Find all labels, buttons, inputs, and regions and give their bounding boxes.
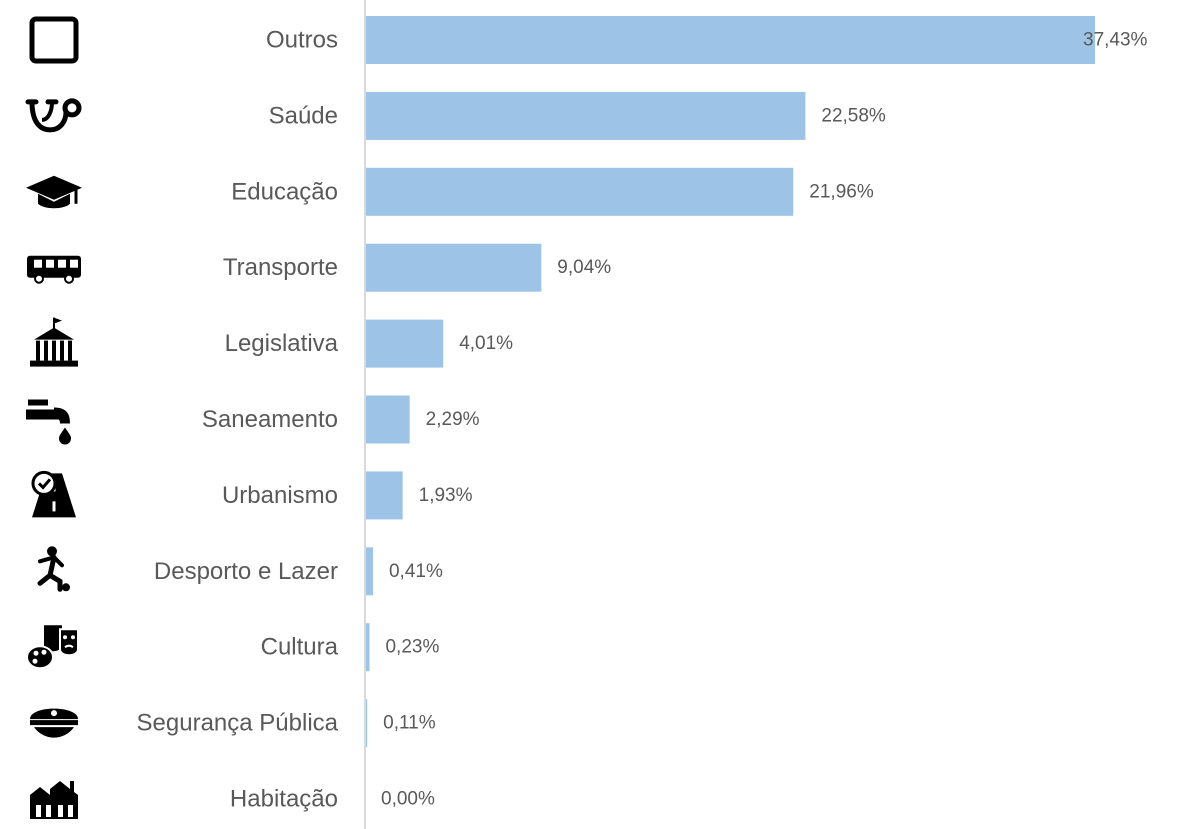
bars	[365, 16, 1095, 748]
value-label: 0,00%	[381, 789, 435, 810]
category-label: Educação	[231, 178, 338, 205]
value-label: 1,93%	[419, 485, 473, 506]
category-label: Legislativa	[225, 330, 339, 357]
category-label: Saneamento	[202, 406, 338, 433]
category-label: Transporte	[223, 254, 338, 281]
category-label: Cultura	[261, 634, 339, 661]
bar	[365, 471, 403, 520]
category-label: Habitação	[230, 786, 338, 813]
value-labels: 37,43% 22,58% 21,96% 9,04% 4,01% 2,29% 1,93% 0,…	[381, 30, 1148, 810]
value-label: 21,96%	[809, 181, 874, 202]
road-check-icon	[31, 470, 76, 518]
bar	[365, 167, 794, 216]
bar	[365, 319, 444, 368]
category-label: Urbanismo	[222, 482, 338, 509]
category-icons	[25, 16, 82, 819]
theater-masks-palette-icon	[26, 625, 79, 670]
square-outline-icon	[29, 16, 79, 64]
bar	[365, 699, 368, 748]
police-cap-icon	[30, 708, 78, 738]
houses-icon	[30, 781, 78, 819]
value-label: 22,58%	[821, 105, 886, 126]
value-label: 0,23%	[385, 637, 439, 658]
value-label: 37,43%	[1083, 30, 1148, 51]
water-faucet-icon	[26, 399, 71, 445]
bar	[365, 547, 373, 596]
government-building-icon	[30, 317, 78, 367]
bar	[365, 395, 410, 444]
category-label: Segurança Pública	[137, 710, 339, 737]
bar	[365, 623, 370, 672]
value-label: 2,29%	[426, 409, 480, 430]
value-label: 0,41%	[389, 561, 443, 582]
graduation-cap-icon	[26, 175, 82, 209]
category-labels: Outros Saúde Educação Transporte Legislativa…	[137, 27, 339, 813]
stethoscope-icon	[25, 98, 82, 133]
value-label: 4,01%	[459, 333, 513, 354]
category-label: Saúde	[269, 102, 338, 129]
value-label: 0,11%	[383, 713, 436, 734]
category-label: Outros	[266, 27, 338, 54]
bar	[365, 243, 542, 292]
value-label: 9,04%	[557, 257, 611, 278]
bar	[365, 16, 1095, 64]
bus-icon	[27, 255, 81, 284]
category-label: Desporto e Lazer	[154, 558, 338, 585]
soccer-player-icon	[37, 546, 70, 592]
bar	[365, 91, 806, 140]
